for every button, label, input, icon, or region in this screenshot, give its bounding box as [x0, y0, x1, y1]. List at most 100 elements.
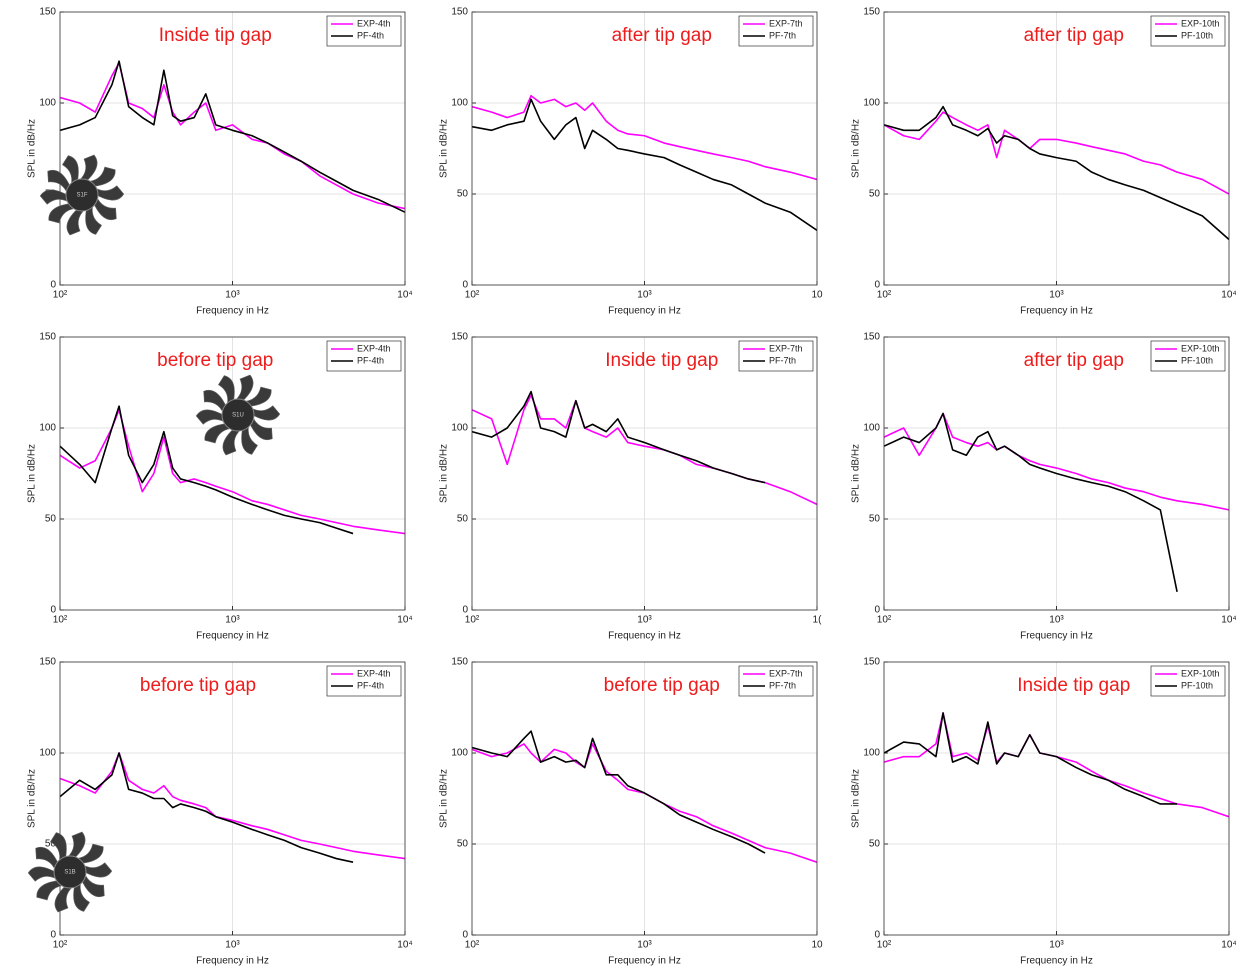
chart-title: after tip gap: [1024, 25, 1124, 46]
x-tick-label: 10³: [1049, 940, 1064, 951]
axes-frame: [883, 336, 1230, 611]
x-axis-label: Frequency in Hz: [1020, 306, 1093, 317]
x-tick-label: 10²: [877, 290, 892, 301]
x-axis-label: Frequency in Hz: [608, 306, 681, 317]
series-line: [472, 743, 817, 863]
fan-hub: [221, 398, 255, 432]
y-tick-label: 150: [451, 332, 468, 343]
y-tick-label: 100: [863, 423, 880, 434]
x-tick-label: 10²: [877, 940, 892, 951]
y-tick-label: 0: [50, 280, 56, 291]
chart-title: Inside tip gap: [159, 25, 272, 46]
x-tick-label: 10²: [877, 615, 892, 626]
series-line: [472, 94, 817, 181]
legend-label: EXP-10th: [1181, 343, 1220, 353]
y-tick-label: 100: [39, 98, 56, 109]
fan-hub: [53, 855, 87, 889]
axes-frame: [59, 661, 406, 936]
fan-label: S1F: [76, 193, 87, 199]
fan-label: S1U: [232, 413, 244, 419]
axes-frame: [59, 11, 406, 286]
y-tick-label: 150: [863, 332, 880, 343]
legend-box: [326, 340, 402, 372]
y-axis-label: SPL in dB/Hz: [27, 119, 38, 178]
series-line: [60, 60, 405, 213]
series-line: [884, 105, 1229, 241]
x-tick-label: 10⁴: [397, 290, 412, 301]
y-axis-label: SPL in dB/Hz: [439, 444, 450, 503]
series-line: [884, 412, 1178, 592]
y-tick-label: 0: [462, 280, 468, 291]
y-tick-label: 150: [39, 657, 56, 668]
chart-panel: 0 50 100 150 10² 10³ 1(Frequency in Hz SPL in d…: [439, 332, 822, 642]
y-tick-label: 50: [869, 839, 881, 850]
legend-label: EXP-10th: [1181, 18, 1220, 28]
y-tick-label: 50: [45, 839, 57, 850]
chart-panel: 0 50 100 150 10² 10³ 10 Frequency in Hz SPL in d…: [439, 657, 823, 967]
series-line: [60, 752, 354, 863]
series-line: [472, 98, 817, 232]
x-tick-label: 10³: [225, 940, 240, 951]
fan-hub: [65, 178, 99, 212]
x-tick-label: 10⁴: [397, 615, 412, 626]
legend-label: PF-4th: [357, 355, 384, 365]
y-tick-label: 50: [45, 514, 57, 525]
y-tick-label: 100: [451, 423, 468, 434]
y-tick-label: 50: [457, 839, 469, 850]
y-axis-label: SPL in dB/Hz: [27, 444, 38, 503]
x-tick-label: 10⁴: [1221, 940, 1236, 951]
x-tick-label: 1(: [813, 615, 823, 626]
chart-title: Inside tip gap: [1017, 675, 1130, 696]
x-axis-label: Frequency in Hz: [196, 956, 269, 967]
axes-frame: [59, 336, 406, 611]
x-tick-label: 10³: [1049, 615, 1064, 626]
legend-label: PF-4th: [357, 680, 384, 690]
legend-label: PF-7th: [769, 30, 796, 40]
axes-frame: [471, 11, 818, 286]
legend-label: EXP-4th: [357, 18, 391, 28]
legend-label: PF-4th: [357, 30, 384, 40]
y-axis-label: SPL in dB/Hz: [851, 119, 862, 178]
legend-label: EXP-7th: [769, 18, 803, 28]
y-tick-label: 100: [863, 748, 880, 759]
x-tick-label: 10²: [53, 615, 68, 626]
y-axis-label: SPL in dB/Hz: [439, 769, 450, 828]
y-axis-label: SPL in dB/Hz: [27, 769, 38, 828]
x-axis-label: Frequency in Hz: [196, 306, 269, 317]
legend-label: PF-10th: [1181, 30, 1213, 40]
series-line: [60, 405, 354, 535]
chart-title: before tip gap: [140, 675, 256, 696]
chart-title: before tip gap: [604, 675, 720, 696]
legend-label: PF-7th: [769, 680, 796, 690]
legend-label: PF-7th: [769, 355, 796, 365]
y-tick-label: 150: [863, 657, 880, 668]
x-tick-label: 10³: [1049, 290, 1064, 301]
x-tick-label: 10²: [465, 615, 480, 626]
x-tick-label: 10⁴: [1221, 615, 1236, 626]
x-tick-label: 10³: [225, 615, 240, 626]
legend-box: [738, 340, 814, 372]
chart-title: after tip gap: [1024, 350, 1124, 371]
x-tick-label: 10: [811, 290, 823, 301]
y-tick-label: 150: [863, 7, 880, 18]
x-tick-label: 10: [811, 940, 823, 951]
y-tick-label: 150: [39, 332, 56, 343]
axes-frame: [471, 336, 818, 611]
x-tick-label: 10⁴: [1221, 290, 1236, 301]
x-axis-label: Frequency in Hz: [608, 956, 681, 967]
y-axis-label: SPL in dB/Hz: [439, 119, 450, 178]
chart-title: Inside tip gap: [605, 350, 718, 371]
y-tick-label: 100: [863, 98, 880, 109]
legend-box: [326, 15, 402, 47]
chart-title: after tip gap: [612, 25, 712, 46]
axes-frame: [883, 661, 1230, 936]
legend-label: EXP-10th: [1181, 668, 1220, 678]
x-tick-label: 10³: [637, 290, 652, 301]
fan-label: S1B: [64, 870, 75, 876]
legend-label: EXP-4th: [357, 668, 391, 678]
legend-label: EXP-7th: [769, 343, 803, 353]
